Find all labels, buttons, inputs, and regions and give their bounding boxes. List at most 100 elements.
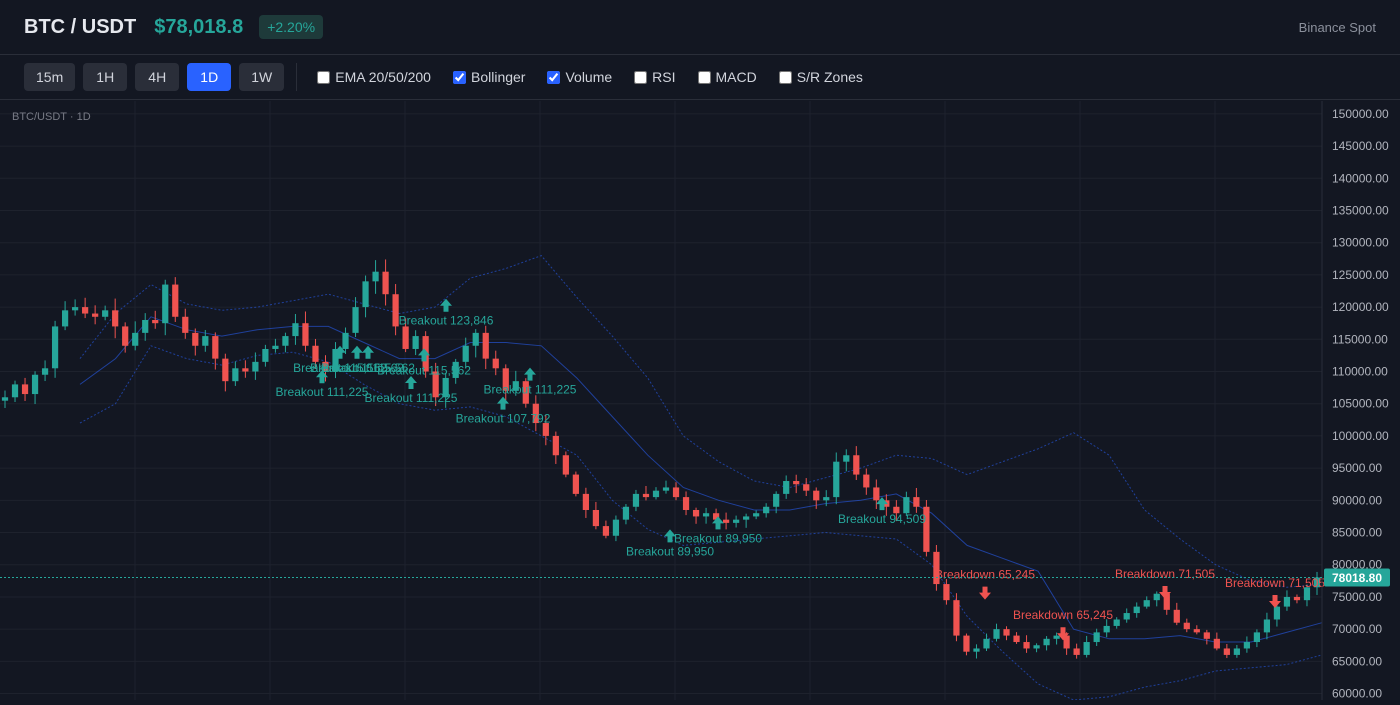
candle-body xyxy=(983,638,990,649)
change-badge: +2.20% xyxy=(259,15,324,39)
candle-body xyxy=(943,584,950,601)
indicator-bollinger[interactable]: Bollinger xyxy=(447,69,525,85)
candle-body xyxy=(502,368,509,391)
candle-body xyxy=(61,310,69,327)
candle-body xyxy=(622,506,630,520)
candle-body xyxy=(993,629,1000,639)
bollinger-checkbox[interactable] xyxy=(452,70,466,84)
candle-body xyxy=(783,481,790,494)
candle-body xyxy=(923,506,930,552)
indicator-macd[interactable]: MACD xyxy=(692,69,757,85)
price-tick-label: 115000.00 xyxy=(1332,332,1388,346)
indicator-rsi[interactable]: RSI xyxy=(628,69,676,85)
price-tick-label: 145000.00 xyxy=(1332,139,1389,153)
candle-body xyxy=(702,513,710,517)
candle-body xyxy=(632,493,640,507)
candle-body xyxy=(1223,648,1230,655)
candle-body xyxy=(793,481,800,485)
candle-body xyxy=(162,284,169,324)
candle-body xyxy=(442,377,449,398)
timeframe-1h-button[interactable]: 1H xyxy=(83,63,128,91)
price-tick-label: 120000.00 xyxy=(1332,300,1389,314)
candle-body xyxy=(1,397,9,401)
candle-body xyxy=(853,455,860,475)
candle-body xyxy=(1093,632,1100,643)
candle-body xyxy=(662,487,670,491)
candle-body xyxy=(813,490,820,501)
candle-body xyxy=(1283,596,1291,607)
candle-body xyxy=(51,326,59,369)
candle-body xyxy=(572,474,579,494)
rsi-checkbox[interactable] xyxy=(634,70,648,84)
candle-body xyxy=(362,281,369,308)
candle-body xyxy=(21,384,29,395)
timeframe-1d-button[interactable]: 1D xyxy=(187,63,232,91)
timeframe-15m-button[interactable]: 15m xyxy=(24,63,76,91)
candle-body xyxy=(242,368,249,372)
indicator-sr-zones[interactable]: S/R Zones xyxy=(773,69,863,85)
toolbar: 15m 1H 4H 1D 1W EMA 20/50/200 Bollinger … xyxy=(0,55,1400,100)
candle-body xyxy=(712,513,720,520)
volume-checkbox[interactable] xyxy=(547,70,561,84)
last-price-badge xyxy=(1324,568,1390,587)
timeframe-4h-button[interactable]: 4H xyxy=(135,63,180,91)
candle-body xyxy=(72,307,79,311)
breakout-arrow-icon xyxy=(664,529,676,543)
candle-body xyxy=(1183,622,1190,630)
breakdown-label: Breakdown 71,505 xyxy=(1225,576,1325,590)
macd-label: MACD xyxy=(715,69,757,85)
candle-body xyxy=(1253,632,1261,643)
breakout-arrow-icon xyxy=(334,345,346,359)
breakout-label: Breakout 111,225 xyxy=(276,385,369,399)
candle-body xyxy=(1113,619,1120,626)
candle-body xyxy=(1103,625,1110,633)
candle-body xyxy=(1063,635,1070,649)
price-tick-label: 110000.00 xyxy=(1332,365,1388,379)
breakout-label: Breakout 115,562 xyxy=(377,363,471,377)
price-tick-label: 85000.00 xyxy=(1332,526,1382,540)
breakdown-label: Breakdown 65,245 xyxy=(935,568,1035,582)
candle-body xyxy=(642,493,650,498)
breakout-arrow-icon xyxy=(316,370,328,384)
indicator-ema[interactable]: EMA 20/50/200 xyxy=(311,69,431,85)
indicator-volume[interactable]: Volume xyxy=(541,69,612,85)
sr-zones-checkbox[interactable] xyxy=(778,70,792,84)
candle-body xyxy=(222,358,229,382)
candle-body xyxy=(953,600,960,636)
breakout-label: Breakout 107,792 xyxy=(456,412,551,426)
candle-body xyxy=(102,310,109,317)
breakout-arrow-icon xyxy=(351,345,363,359)
chart-area[interactable]: Breakout 111,225 Breakout 115,562 Breakout… xyxy=(0,101,1400,701)
ema-checkbox[interactable] xyxy=(317,70,331,84)
price-tick-label: 75000.00 xyxy=(1332,590,1382,604)
candle-body xyxy=(722,519,730,523)
chart-legend: BTC/USDT · 1D xyxy=(12,111,91,123)
candle-body xyxy=(292,323,299,337)
breakout-label: Breakout 89,950 xyxy=(674,531,762,545)
candle-body xyxy=(172,284,179,317)
breakout-label: Breakout 115,562 xyxy=(321,361,415,375)
candle-body xyxy=(1153,593,1160,601)
candle-body xyxy=(472,332,479,346)
price-tick-label: 65000.00 xyxy=(1332,654,1382,668)
candle-body xyxy=(1313,577,1321,588)
candle-body xyxy=(863,474,870,488)
timeframe-1w-button[interactable]: 1W xyxy=(239,63,285,91)
header: BTC / USDT $78,018.8 +2.20% Binance Spot xyxy=(0,0,1400,55)
candle-body xyxy=(452,361,459,378)
price-tick-label: 95000.00 xyxy=(1332,461,1382,475)
breakout-arrow-icon xyxy=(440,298,452,312)
candle-body xyxy=(562,455,569,475)
candle-body xyxy=(402,326,409,349)
breakdown-label: Breakdown 71,505 xyxy=(1115,567,1215,581)
candle-body xyxy=(82,307,89,314)
breakout-label: Breakout 115,562 xyxy=(293,361,387,375)
candle-body xyxy=(973,648,980,652)
candle-body xyxy=(382,271,389,295)
breakout-arrow-icon xyxy=(712,516,724,530)
macd-checkbox[interactable] xyxy=(697,70,711,84)
price-tick-label: 70000.00 xyxy=(1332,622,1382,636)
candle-body xyxy=(532,403,539,424)
